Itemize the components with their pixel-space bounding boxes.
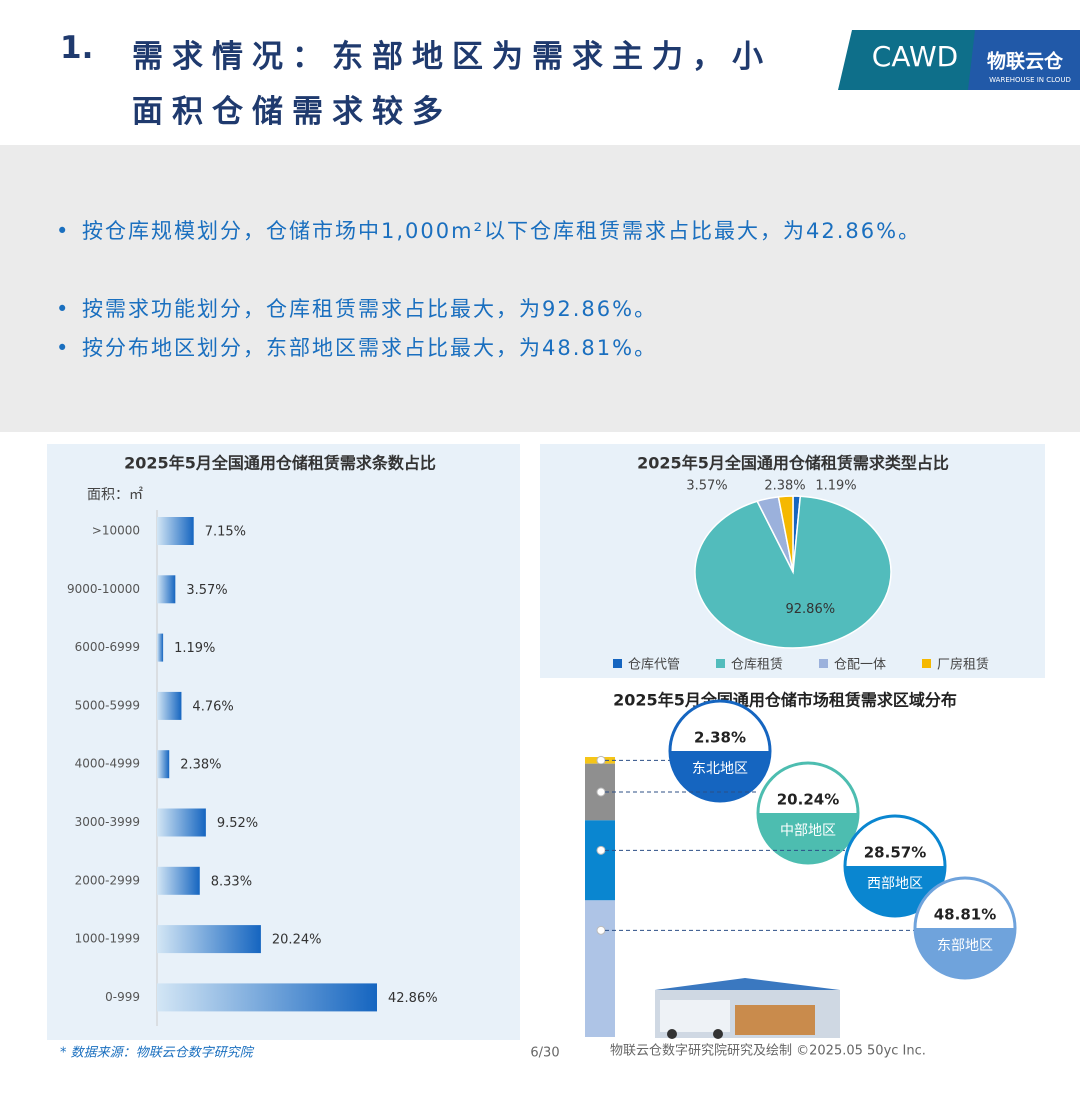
summary-band [0, 145, 1080, 432]
data-label: 20.24% [777, 791, 839, 809]
logo: 物联云仓 [987, 50, 1064, 73]
source: * 数据来源：物联云仓数字研究院 [60, 1045, 255, 1061]
data-label: 20.24% [272, 933, 322, 948]
logo: WAREHOUSE IN CLOUD [989, 76, 1071, 84]
category-label: 中部地区 [780, 823, 836, 839]
y-tick-label: 6000-6999 [75, 640, 140, 654]
legend-label: 仓配一体 [834, 658, 886, 673]
data-label: 92.86% [786, 602, 836, 617]
bullet: 按仓库规模划分，仓储市场中1,000m²以下仓库租赁需求占比最大，为42.86%… [56, 212, 987, 251]
y-tick-label: 5000-5999 [75, 698, 140, 712]
bar [157, 575, 176, 604]
chart-title: 2025年5月全国通用仓储市场租赁需求区域分布 [613, 691, 957, 710]
y-tick-label: >10000 [92, 524, 140, 538]
legend-label: 厂房租赁 [937, 657, 989, 673]
data-label: 1.19% [174, 641, 215, 656]
marker-dot [596, 925, 606, 935]
y-tick-label: 1000-1999 [75, 932, 140, 946]
bar [157, 633, 164, 662]
legend-swatch [819, 659, 828, 668]
data-label: 3.57% [186, 583, 227, 598]
legend-label: 仓库租赁 [731, 657, 783, 673]
bar [157, 750, 170, 779]
legend-swatch [716, 659, 725, 668]
axis-label: 面积：㎡ [87, 487, 143, 503]
section-title: 需求情况：东部地区为需求主力，小面积仓储需求较多 [132, 39, 772, 130]
data-label: 7.15% [205, 525, 246, 540]
section-number: 1. [60, 30, 94, 66]
logo-bg [968, 30, 1080, 90]
y-tick-label: 9000-10000 [67, 582, 140, 596]
bar-segment [585, 820, 615, 901]
marker-dot [596, 845, 606, 855]
bar [157, 517, 194, 545]
chart-title: 2025年5月全国通用仓储租赁需求类型占比 [637, 454, 949, 473]
y-tick-label: 2000-2999 [75, 873, 140, 887]
data-label: 4.76% [192, 699, 233, 714]
legend-swatch [922, 659, 931, 668]
credit: 物联云仓数字研究院研究及绘制 ©2025.05 50yc Inc. [610, 1044, 926, 1059]
bar [157, 808, 206, 837]
data-label: 9.52% [217, 816, 258, 831]
data-label: 2.38% [764, 479, 805, 494]
bar [157, 866, 200, 895]
bar [157, 983, 377, 1012]
data-label: 42.86% [388, 991, 438, 1006]
data-label: 2.38% [180, 758, 221, 773]
data-label: 3.57% [686, 479, 727, 494]
bar [157, 691, 182, 720]
chart-title: 2025年5月全国通用仓储租赁需求条数占比 [124, 454, 436, 473]
marker-dot [596, 755, 606, 765]
logo: CAWD [872, 40, 958, 73]
pie-slice [777, 495, 794, 573]
data-label: 2.38% [694, 729, 746, 747]
category-label: 东北地区 [692, 761, 748, 777]
bar-segment [585, 900, 615, 1037]
bullet: 按分布地区划分，东部地区需求占比最大，为48.81%。 [56, 329, 987, 368]
category-label: 东部地区 [937, 938, 993, 954]
bullet: 按需求功能划分，仓库租赁需求占比最大，为92.86%。 [56, 290, 987, 329]
panel [47, 444, 520, 1040]
data-label: 48.81% [934, 906, 996, 924]
y-tick-label: 0-999 [105, 990, 140, 1004]
badge-fill [915, 928, 1015, 978]
marker-dot [596, 787, 606, 797]
page-number: 6/30 [530, 1046, 559, 1061]
category-label: 西部地区 [867, 876, 923, 892]
illustration [655, 978, 840, 1039]
data-label: 1.19% [815, 479, 856, 494]
legend-swatch [613, 659, 622, 668]
y-tick-label: 3000-3999 [75, 815, 140, 829]
badge-fill [670, 751, 770, 801]
bar [157, 925, 261, 954]
data-label: 8.33% [211, 874, 252, 889]
y-tick-label: 4000-4999 [75, 757, 140, 771]
legend-label: 仓库代管 [628, 657, 680, 673]
data-label: 28.57% [864, 844, 926, 862]
